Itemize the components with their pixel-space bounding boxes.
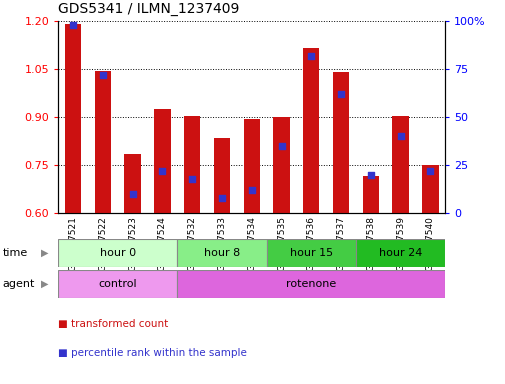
Text: control: control bbox=[98, 279, 137, 289]
Bar bbox=[213, 138, 230, 213]
Bar bbox=[302, 48, 319, 213]
Bar bbox=[243, 119, 260, 213]
Point bbox=[247, 187, 256, 193]
Text: ■ transformed count: ■ transformed count bbox=[58, 319, 168, 329]
Bar bbox=[65, 24, 81, 213]
Bar bbox=[355, 239, 444, 267]
Bar bbox=[58, 239, 177, 267]
Bar bbox=[124, 154, 140, 213]
Text: hour 0: hour 0 bbox=[99, 248, 135, 258]
Text: hour 8: hour 8 bbox=[204, 248, 239, 258]
Text: ▶: ▶ bbox=[41, 248, 48, 258]
Bar bbox=[362, 176, 378, 213]
Point bbox=[277, 143, 285, 149]
Bar bbox=[94, 71, 111, 213]
Bar bbox=[421, 165, 438, 213]
Bar bbox=[58, 270, 177, 298]
Bar bbox=[392, 116, 408, 213]
Text: GDS5341 / ILMN_1237409: GDS5341 / ILMN_1237409 bbox=[58, 2, 239, 16]
Point bbox=[218, 195, 226, 201]
Text: hour 24: hour 24 bbox=[378, 248, 422, 258]
Point bbox=[128, 191, 136, 197]
Point bbox=[158, 168, 166, 174]
Bar bbox=[177, 270, 444, 298]
Bar bbox=[154, 109, 170, 213]
Point bbox=[98, 72, 107, 78]
Point bbox=[307, 53, 315, 59]
Point bbox=[69, 22, 77, 28]
Bar bbox=[184, 116, 200, 213]
Text: ▶: ▶ bbox=[41, 279, 48, 289]
Point bbox=[426, 168, 434, 174]
Text: ■ percentile rank within the sample: ■ percentile rank within the sample bbox=[58, 348, 246, 358]
Text: time: time bbox=[3, 248, 28, 258]
Point bbox=[336, 91, 344, 97]
Bar bbox=[273, 117, 289, 213]
Bar bbox=[332, 72, 348, 213]
Bar bbox=[266, 239, 355, 267]
Text: hour 15: hour 15 bbox=[289, 248, 332, 258]
Point bbox=[188, 175, 196, 182]
Bar bbox=[177, 239, 266, 267]
Point bbox=[396, 133, 404, 139]
Text: agent: agent bbox=[3, 279, 35, 289]
Point bbox=[366, 172, 374, 178]
Text: rotenone: rotenone bbox=[286, 279, 336, 289]
